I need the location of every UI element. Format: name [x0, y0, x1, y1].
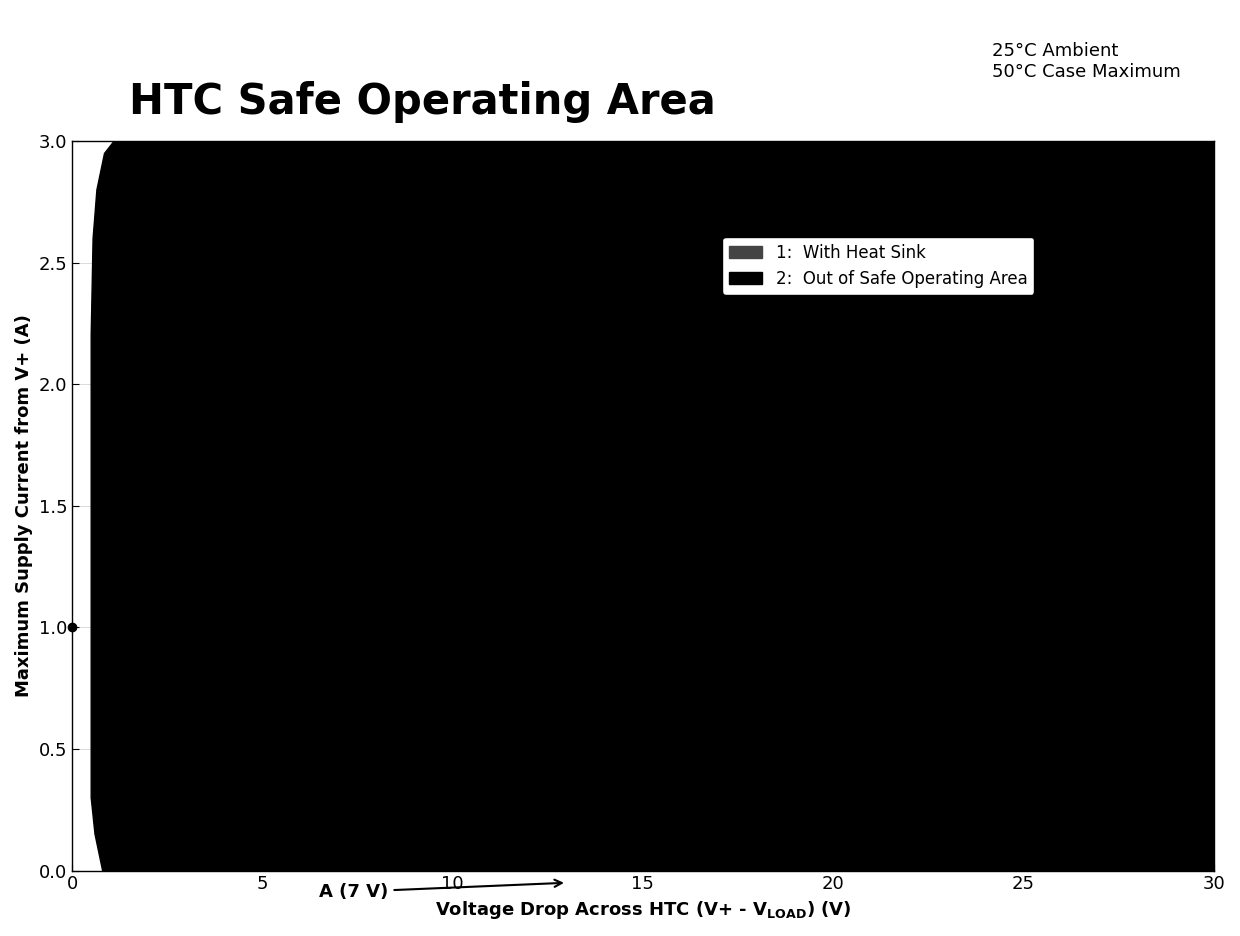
Legend: 1:  With Heat Sink, 2:  Out of Safe Operating Area: 1: With Heat Sink, 2: Out of Safe Operat…	[723, 237, 1034, 295]
Text: 25°C Ambient
50°C Case Maximum: 25°C Ambient 50°C Case Maximum	[992, 42, 1180, 80]
Text: A (7 V): A (7 V)	[320, 880, 562, 900]
Text: HTC Safe Operating Area: HTC Safe Operating Area	[129, 80, 715, 123]
X-axis label: Voltage Drop Across HTC (V+ - V$_{\mathregular{LOAD}}$) (V): Voltage Drop Across HTC (V+ - V$_{\mathr…	[435, 899, 851, 921]
Y-axis label: Maximum Supply Current from V+ (A): Maximum Supply Current from V+ (A)	[15, 314, 33, 697]
Polygon shape	[92, 141, 1214, 870]
